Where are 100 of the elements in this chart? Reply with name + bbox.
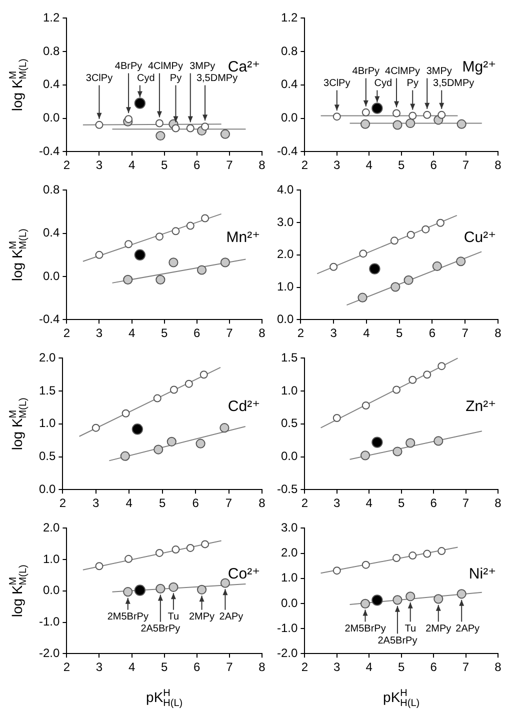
point	[220, 129, 230, 139]
y-tick-label: 1.0	[280, 570, 298, 585]
point	[166, 436, 176, 446]
y-tick-label: 3.0	[276, 214, 294, 229]
x-tick-label: 4	[128, 660, 136, 674]
x-tick-label: 6	[428, 326, 436, 340]
y-tick-label: 2.0	[38, 350, 56, 365]
y-axis-title: log KMM(L)	[8, 398, 29, 450]
point	[123, 274, 133, 284]
point	[392, 446, 402, 456]
annotation: 2M5BrPy	[107, 612, 148, 623]
annotation: 4BrPy	[352, 66, 380, 77]
annotation: Py	[170, 72, 182, 84]
x-tick-label: 8	[258, 660, 266, 674]
annotation: 3MPy	[190, 60, 216, 72]
x-tick-label: 2	[59, 496, 66, 510]
point	[432, 261, 442, 272]
x-tick-label: 6	[194, 326, 201, 340]
point	[369, 263, 380, 274]
point	[134, 584, 146, 596]
annotation: 3ClPy	[324, 78, 350, 89]
point	[155, 548, 164, 557]
text: Co²⁺	[228, 565, 260, 582]
x-tick-label: 8	[258, 326, 266, 340]
point	[172, 546, 180, 554]
annotation: Tu	[168, 612, 180, 623]
x-tick-label: 4	[363, 326, 370, 340]
annotation: 4ClMPy	[385, 66, 420, 77]
point	[408, 112, 417, 120]
annotation: 2A5BrPy	[140, 624, 180, 635]
point	[92, 424, 100, 432]
x-tick-label: 8	[494, 660, 502, 674]
text: Mg²⁺	[462, 58, 496, 76]
y-tick-label: 0.0	[38, 482, 56, 496]
x-tick-label: 2	[297, 326, 304, 340]
y-axis-title: log KMM(L)	[8, 564, 29, 618]
y-tick-label: 3.0	[280, 520, 298, 535]
x-tick-label: 3	[330, 326, 338, 340]
point	[123, 587, 133, 597]
point	[201, 122, 210, 131]
point	[95, 562, 104, 570]
point	[155, 119, 164, 128]
point	[201, 540, 210, 548]
point	[358, 292, 368, 302]
point	[438, 362, 446, 370]
x-tick-label: 6	[194, 158, 201, 172]
x-tick-label: 2	[63, 326, 70, 340]
x-tick-label: 4	[366, 660, 373, 674]
x-tick-label: 3	[96, 326, 103, 340]
y-tick-label: 0.0	[42, 110, 60, 125]
point	[332, 414, 341, 422]
point	[360, 598, 370, 608]
point	[392, 554, 401, 562]
y-tick-label: 1.2	[280, 10, 298, 25]
y-tick-label: 0.5	[38, 449, 56, 464]
text: Cd²⁺	[228, 398, 260, 415]
annotation: 3MPy	[426, 66, 452, 77]
x-tick-label: 4	[128, 158, 136, 172]
point	[390, 236, 398, 245]
point	[360, 450, 370, 460]
point	[362, 108, 370, 116]
x-tick-label: 5	[158, 496, 166, 510]
point	[124, 115, 133, 124]
point	[438, 547, 446, 556]
y-tick-label: -2.0	[276, 646, 298, 660]
point	[154, 444, 164, 454]
point	[423, 550, 432, 558]
y-tick-label: 0.0	[280, 110, 298, 125]
x-tick-label: 6	[192, 496, 200, 510]
point	[392, 120, 402, 130]
point	[184, 380, 193, 388]
point	[200, 370, 208, 379]
point	[196, 265, 207, 275]
point	[456, 589, 466, 599]
y-tick-label: 0.0	[42, 583, 60, 598]
annotation: Cyd	[137, 72, 155, 84]
point	[170, 386, 178, 394]
point	[196, 584, 207, 594]
point	[406, 592, 416, 602]
annotation: 2APy	[456, 623, 480, 634]
point	[168, 582, 178, 592]
x-tick-label: 4	[366, 158, 373, 172]
point	[423, 110, 432, 119]
point	[172, 227, 180, 236]
y-tick-label: 2.0	[42, 520, 60, 535]
x-tick-label: 8	[494, 158, 502, 172]
x-tick-label: 6	[430, 496, 438, 510]
y-tick-label: 1.0	[280, 383, 298, 398]
x-tick-label: 7	[462, 660, 470, 674]
y-tick-label: 0.4	[280, 77, 298, 92]
x-tick-label: 7	[462, 496, 470, 510]
y-tick-label: -2.0	[38, 646, 60, 660]
x-tick-label: 7	[462, 158, 470, 172]
x-tick-label: 5	[398, 496, 405, 510]
x-tick-label: 4	[126, 496, 133, 510]
point	[360, 119, 370, 129]
x-tick-label: 6	[430, 660, 438, 674]
point	[392, 386, 401, 394]
text: Zn²⁺	[466, 398, 496, 415]
point	[220, 258, 230, 268]
